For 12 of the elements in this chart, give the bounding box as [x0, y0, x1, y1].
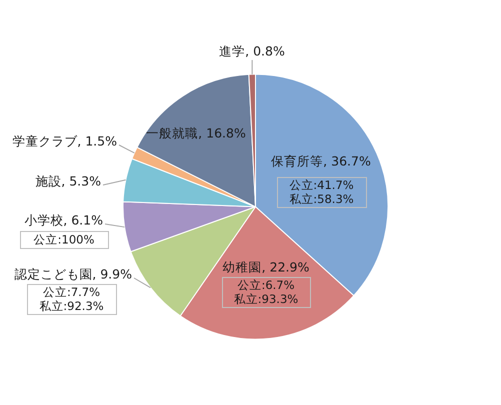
- slice-label: 学童クラブ, 1.5%: [12, 133, 118, 148]
- slice-label: 保育所等, 36.7%: [271, 153, 371, 168]
- text: 公立:100%: [34, 232, 94, 246]
- slice-label: 一般就職, 16.8%: [146, 125, 246, 140]
- slice-label: 幼稚園, 22.9%: [222, 259, 310, 274]
- text: 公立:41.7% 私立:58.3%: [289, 178, 354, 206]
- slice-label: 小学校, 6.1%: [24, 212, 104, 228]
- slice-label: 施設, 5.3%: [35, 173, 102, 188]
- text: 公立:7.7% 私立:92.3%: [39, 284, 104, 313]
- slice-label: 認定こども園, 9.9%: [14, 266, 132, 282]
- text: 公立:6.7% 私立:93.3%: [234, 278, 298, 306]
- slice-label: 進学, 0.8%: [219, 43, 285, 58]
